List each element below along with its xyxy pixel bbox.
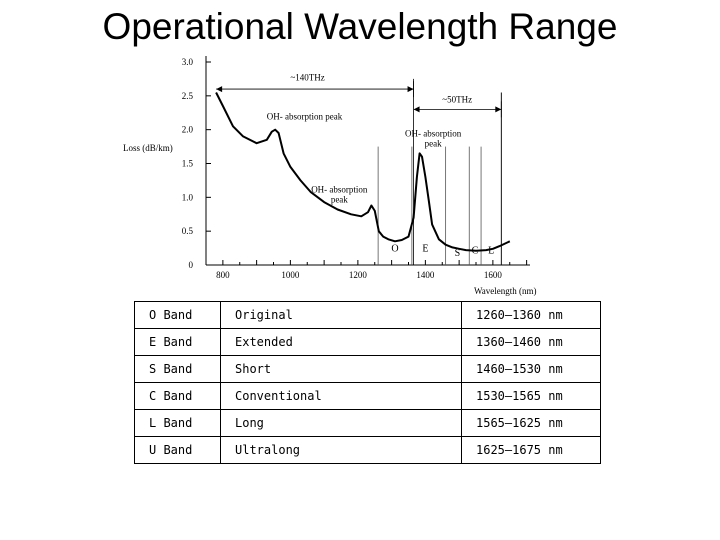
annotation-line: peak (425, 138, 442, 148)
y-tick-label: 3.0 (182, 57, 194, 67)
y-tick-label: 0.5 (182, 226, 194, 236)
band-letter: E (422, 243, 428, 254)
span-arrow-left (216, 86, 223, 93)
name-cell: Extended (220, 328, 462, 356)
band-cell: L Band (134, 409, 221, 437)
annotation-label: OH- absorption peak (267, 112, 343, 122)
range-cell: 1360–1460 nm (461, 328, 601, 356)
annotation-line: OH- absorption (405, 128, 462, 138)
slide-title: Operational Wavelength Range (102, 6, 618, 47)
name-cell: Long (220, 409, 462, 437)
range-cell: 1530–1565 nm (461, 382, 601, 410)
band-letter: L (488, 245, 494, 256)
span-label: ~140THz (290, 72, 324, 82)
name-cell: Short (220, 355, 462, 383)
name-cell: Ultralong (220, 436, 462, 464)
table-row: L Band Long 1565–1625 nm (134, 409, 601, 437)
x-tick-label: 1600 (484, 270, 503, 280)
table-row: E Band Extended 1360–1460 nm (134, 328, 601, 356)
name-cell: Original (220, 301, 462, 329)
loss-spectrum-chart: 0 0.5 1.0 1.5 2.0 2.5 3.0 800 1000 1200 1400 1600 Lo… (123, 56, 537, 296)
span-annotations: ~140THz ~50THz (216, 72, 502, 265)
y-tick-label: 1.5 (182, 159, 194, 169)
loss-curve-line (215, 92, 511, 252)
table-row: C Band Conventional 1530–1565 nm (134, 382, 601, 410)
chart-axes: 0 0.5 1.0 1.5 2.0 2.5 3.0 800 1000 1200 1400 1600 Lo… (123, 56, 537, 296)
y-tick-label: 0 (189, 260, 194, 270)
x-axis-label: Wavelength (nm) (474, 286, 537, 296)
annotation-line: OH- absorption (311, 185, 368, 195)
y-tick-label: 2.0 (182, 125, 194, 135)
band-cell: S Band (134, 355, 221, 383)
table-row: U Band Ultralong 1625–1675 nm (134, 436, 601, 464)
span-arrow-right (407, 86, 414, 93)
x-tick-label: 1400 (416, 270, 435, 280)
range-cell: 1565–1625 nm (461, 409, 601, 437)
span-arrow-right (495, 106, 502, 113)
y-tick-label: 1.0 (182, 192, 194, 202)
band-cell: E Band (134, 328, 221, 356)
range-cell: 1460–1530 nm (461, 355, 601, 383)
x-tick-label: 1200 (349, 270, 368, 280)
loss-curve (215, 92, 511, 252)
annotation-label: OH- absorption peak (311, 185, 368, 205)
band-letter: O (391, 243, 398, 254)
annotation-line: peak (331, 195, 348, 205)
band-cell: O Band (134, 301, 221, 329)
band-cell: U Band (134, 436, 221, 464)
y-tick-label: 2.5 (182, 91, 194, 101)
annotation-label: OH- absorption peak (405, 128, 462, 148)
table-row: S Band Short 1460–1530 nm (134, 355, 601, 383)
y-axis-label: Loss (dB/km) (123, 143, 173, 153)
x-tick-label: 1000 (281, 270, 300, 280)
span-label: ~50THz (442, 95, 472, 105)
table-row: O Band Original 1260–1360 nm (134, 301, 601, 329)
band-letter: C (472, 245, 479, 256)
span-arrow-left (413, 106, 420, 113)
band-letter: S (455, 248, 461, 259)
band-cell: C Band (134, 382, 221, 410)
annotation-line: OH- absorption peak (267, 112, 343, 122)
name-cell: Conventional (220, 382, 462, 410)
range-cell: 1625–1675 nm (461, 436, 601, 464)
x-tick-label: 800 (216, 270, 230, 280)
band-table: O Band Original 1260–1360 nm E Band Extended… (134, 301, 601, 464)
range-cell: 1260–1360 nm (461, 301, 601, 329)
